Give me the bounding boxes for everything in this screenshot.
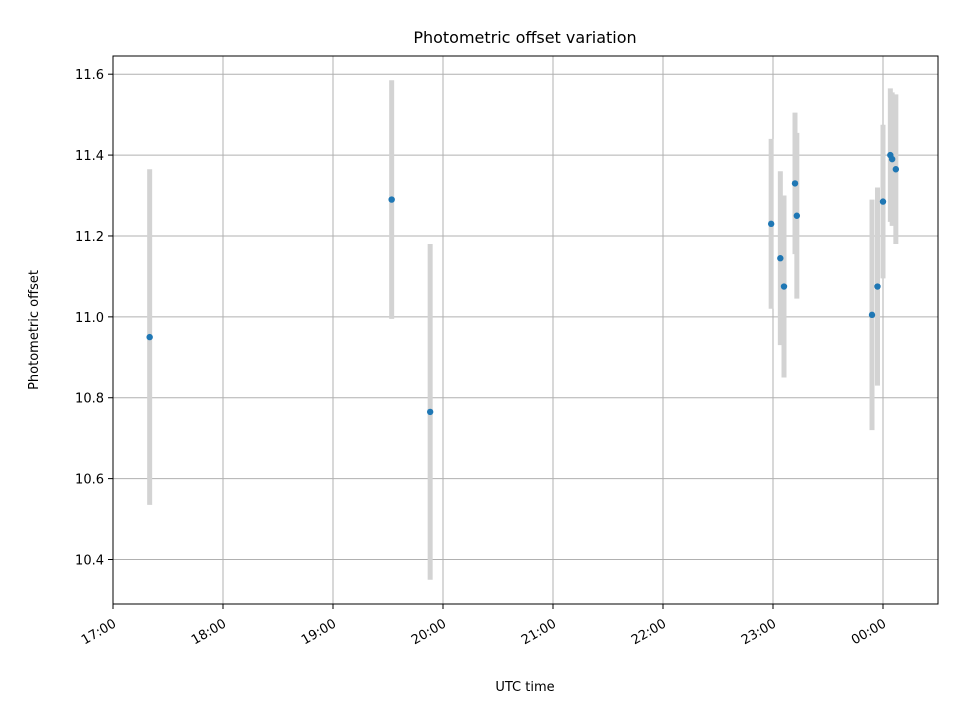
data-point — [868, 311, 876, 319]
data-point — [791, 180, 799, 187]
x-tick-label: 22:00 — [629, 616, 669, 648]
y-tick-label: 10.4 — [75, 554, 104, 569]
data-point — [777, 255, 784, 262]
x-axis-label: UTC time — [495, 680, 554, 695]
data-point — [888, 155, 896, 163]
x-tick-label: 23:00 — [739, 616, 779, 648]
y-axis-label: Photometric offset — [27, 270, 42, 390]
y-tick-label: 11.4 — [75, 149, 104, 164]
data-point — [388, 196, 395, 203]
y-tick-label: 11.6 — [75, 68, 104, 83]
x-tick-label: 00:00 — [849, 616, 889, 648]
data-point — [780, 283, 788, 290]
chart-title: Photometric offset variation — [413, 28, 636, 47]
data-point — [426, 408, 434, 416]
x-tick-label: 17:00 — [79, 616, 119, 648]
x-tick-label: 19:00 — [299, 616, 339, 648]
data-point — [892, 166, 900, 173]
y-tick-label: 10.8 — [75, 392, 104, 407]
grid — [112, 56, 938, 604]
x-axis-ticks: 17:00 18:00 19:00 20:00 21:00 22:00 23:00 00:00 — [79, 604, 889, 648]
data-point — [767, 220, 775, 228]
y-tick-label: 11.2 — [75, 230, 104, 245]
data-point — [879, 198, 887, 205]
data-point — [793, 212, 801, 219]
data-point — [146, 333, 153, 341]
data-points — [146, 151, 900, 416]
x-tick-label: 21:00 — [519, 616, 559, 648]
x-tick-label: 20:00 — [409, 616, 449, 648]
plot-frame — [112, 55, 939, 605]
y-axis-ticks: 10.4 10.6 10.8 11.0 11.2 11.4 11.6 — [75, 68, 113, 569]
data-point — [874, 283, 881, 290]
x-tick-label: 18:00 — [189, 616, 229, 648]
y-tick-label: 10.6 — [75, 473, 104, 488]
y-tick-label: 11.0 — [75, 311, 104, 326]
